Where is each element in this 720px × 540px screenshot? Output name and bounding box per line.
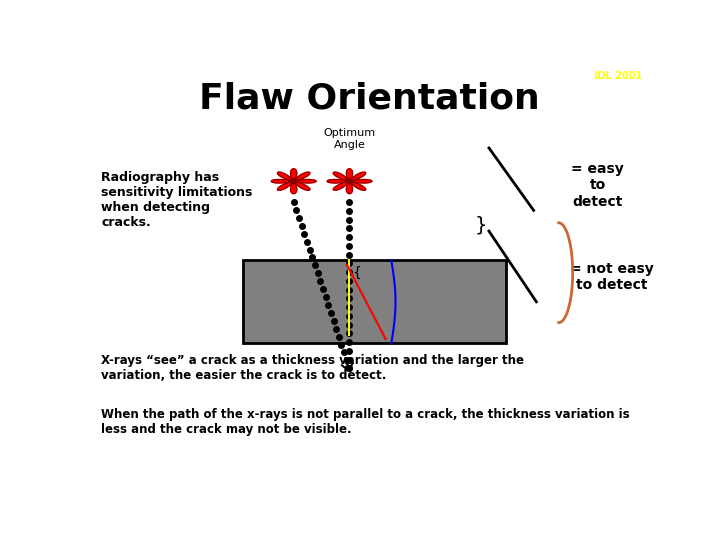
Polygon shape xyxy=(327,169,372,194)
Text: When the path of the x-rays is not parallel to a crack, the thickness variation : When the path of the x-rays is not paral… xyxy=(101,408,630,436)
Text: IDL 2001: IDL 2001 xyxy=(594,71,642,81)
Text: = easy
to
detect: = easy to detect xyxy=(572,162,624,208)
Text: {: { xyxy=(352,266,361,280)
Text: = not easy
to detect: = not easy to detect xyxy=(570,262,654,292)
Bar xyxy=(243,260,505,343)
Text: }: } xyxy=(474,215,487,234)
Circle shape xyxy=(290,179,297,184)
Text: Radiography has
sensitivity limitations
when detecting
cracks.: Radiography has sensitivity limitations … xyxy=(101,171,253,229)
Text: Optimum
Angle: Optimum Angle xyxy=(323,129,376,150)
Polygon shape xyxy=(271,169,316,194)
Text: X-rays “see” a crack as a thickness variation and the larger the
variation, the : X-rays “see” a crack as a thickness vari… xyxy=(101,354,524,382)
Circle shape xyxy=(346,179,353,184)
Text: Flaw Orientation: Flaw Orientation xyxy=(199,82,539,116)
